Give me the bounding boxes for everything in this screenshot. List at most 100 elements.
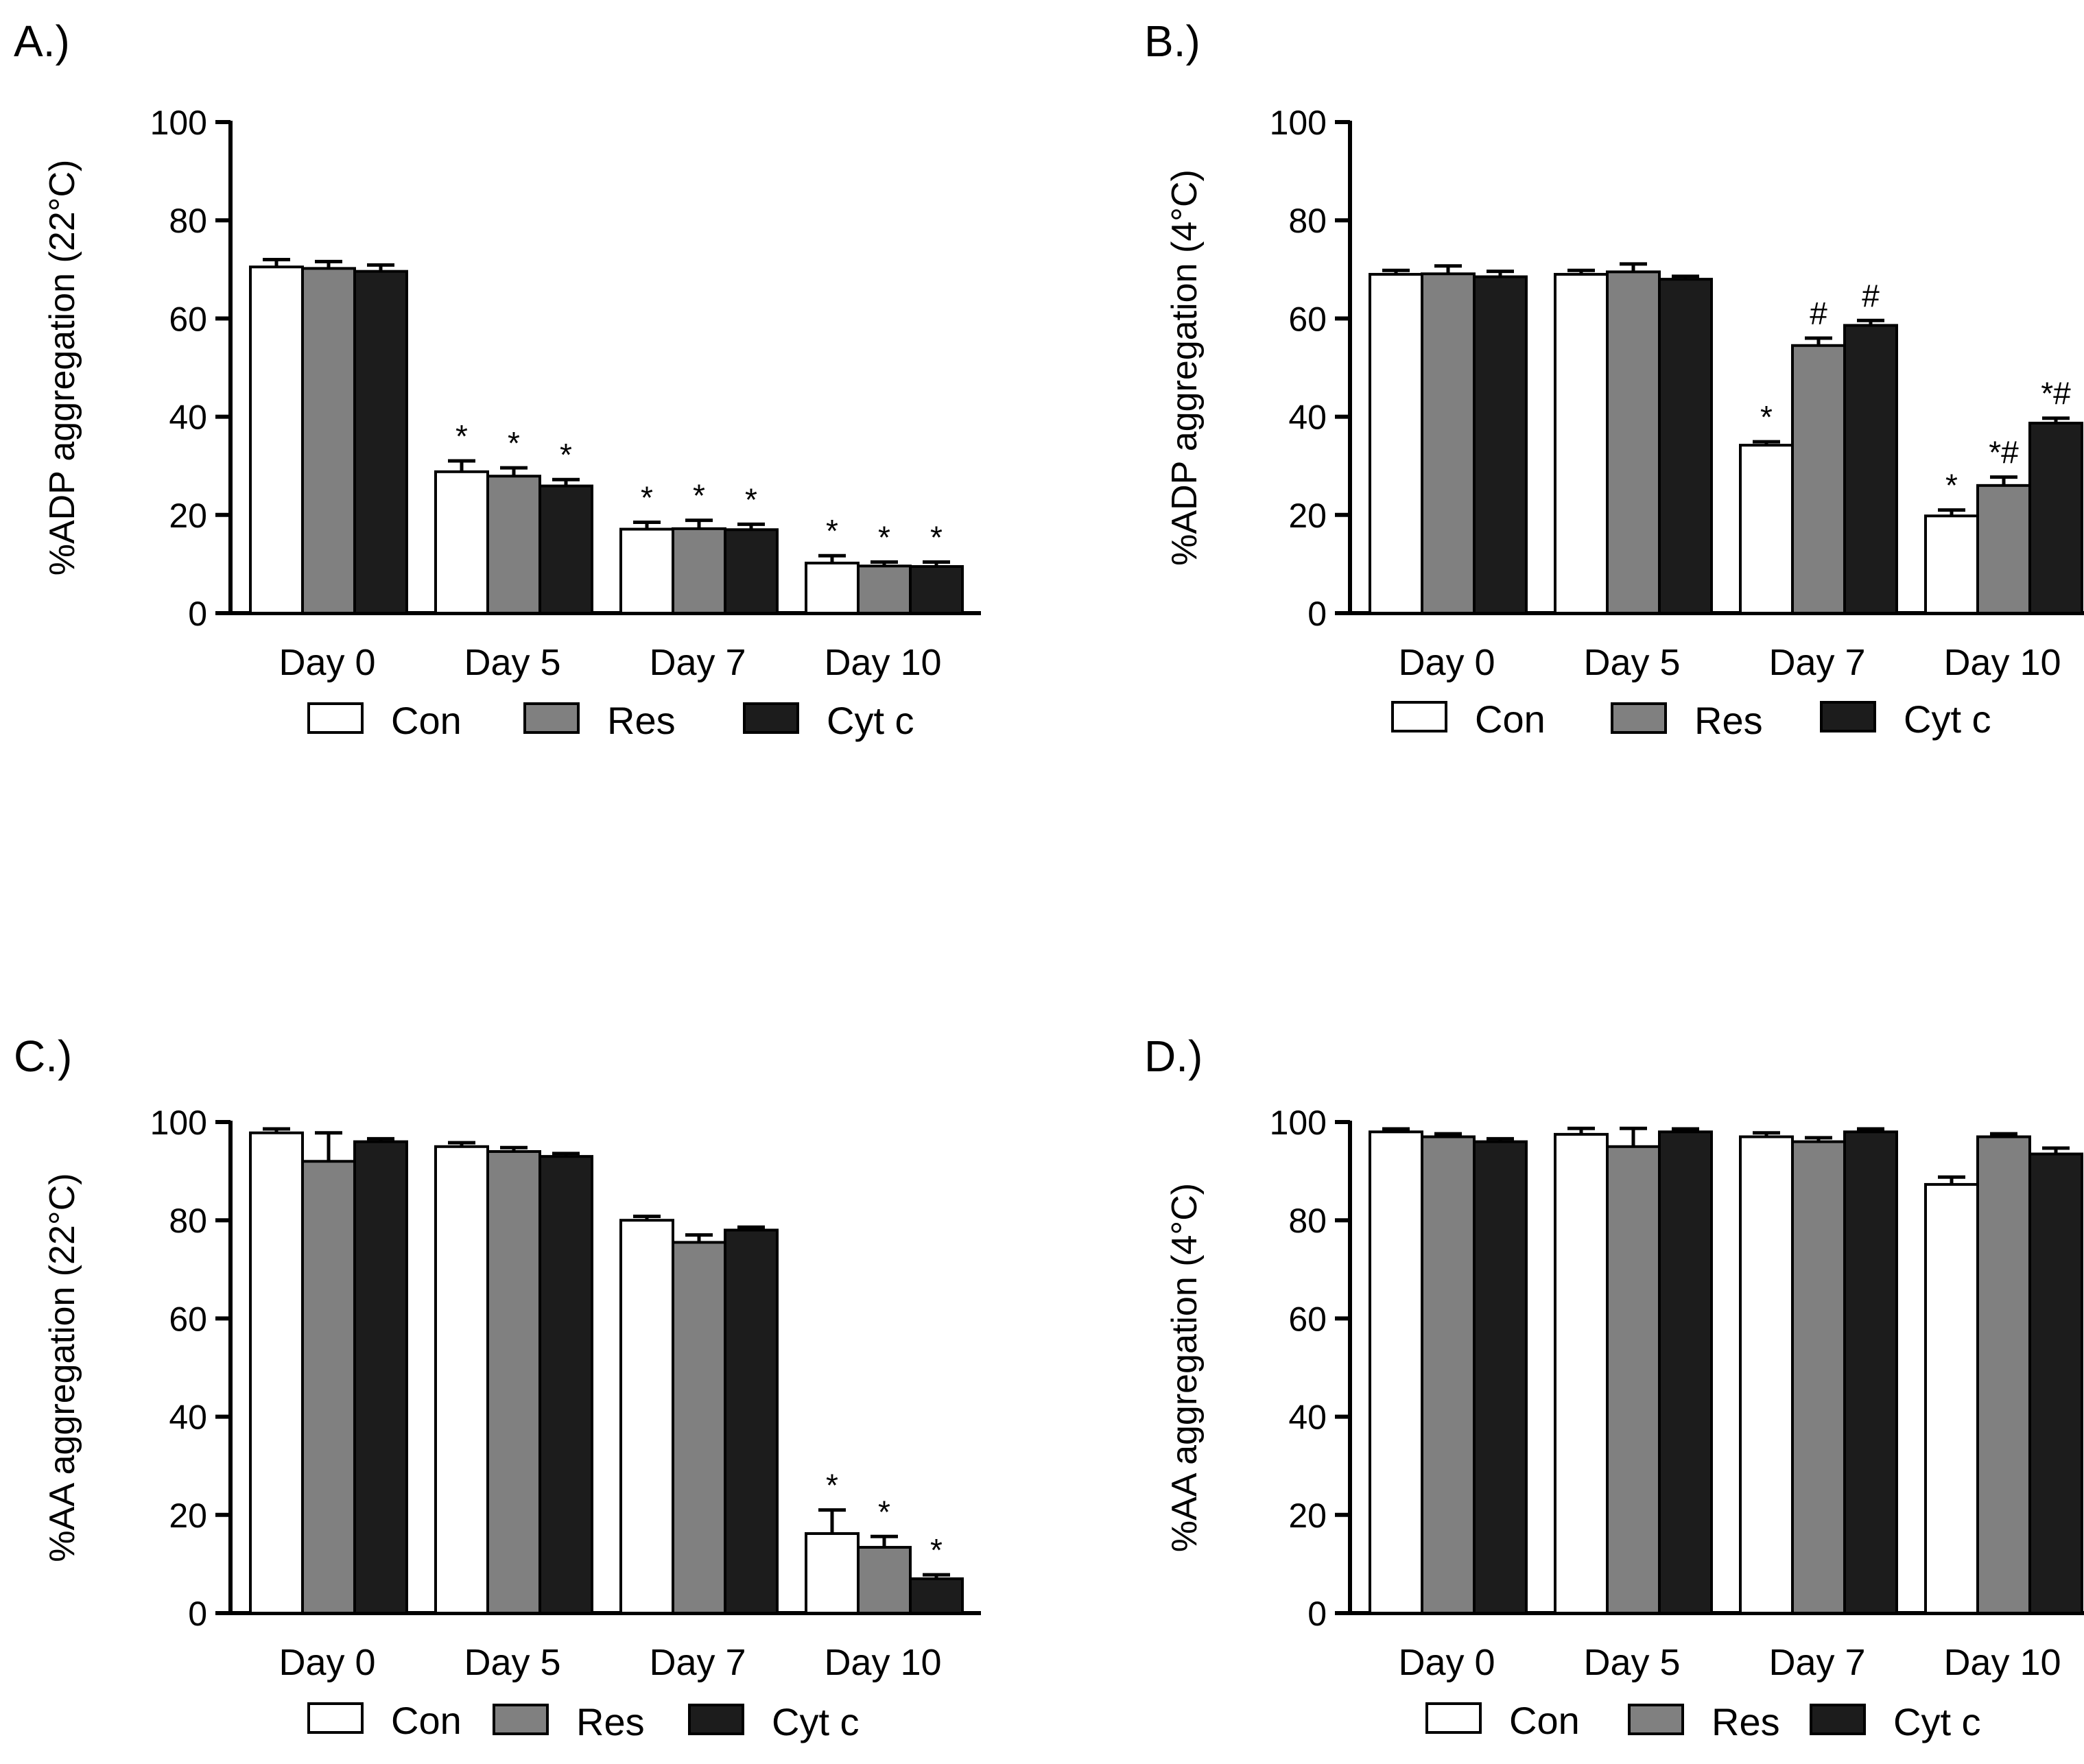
panel-d-category-label-2: Day 7 [1768,1642,1865,1683]
panel-c-annotation-3-0: * [826,1468,838,1503]
panel-d-ytick-label-0: 0 [1307,1595,1327,1633]
panel-c-bar-1-2 [538,1155,593,1614]
panel-b-ylabel: %ADP aggregation (4°C) [1165,169,1205,566]
panel-d-plot: 0 20 40 60 80 100 Day 0 Day 5 Day 7 Day 10 Con Res C… [1270,1104,2084,1743]
panel-b-category-label-2: Day 7 [1768,642,1865,683]
panel-d-ytick-label-5: 100 [1270,1104,1327,1142]
panel-a-category-label-2: Day 7 [649,642,746,683]
panel-c-ylabel: %AA aggregation (22°C) [43,1173,82,1562]
panel-b-bar-3-0 [1924,514,1979,615]
panel-b-annotation-3-2: *# [2041,376,2071,412]
panel-c-category-label-2: Day 7 [649,1642,746,1683]
panel-d-category-label-1: Day 5 [1583,1642,1680,1683]
panel-b-ytick-label-3: 60 [1288,300,1327,338]
panel-b-ytick-label-5: 100 [1270,104,1327,142]
panel-a-legend-swatch-2 [743,702,799,734]
panel-d-bar-1-0 [1554,1132,1609,1614]
panel-c-ytick-label-4: 80 [169,1202,207,1240]
panel-d-ytick-label-2: 40 [1288,1398,1327,1437]
panel-a-bar-0-1 [301,267,356,615]
panel-a-bar-2-1 [672,527,726,615]
panel-a-category-label-3: Day 10 [824,642,941,683]
panel-b-bar-2-1 [1791,344,1846,615]
panel-b-bar-1-0 [1554,272,1609,615]
panel-a-bar-1-2 [538,484,593,615]
panel-a-plot: 0 20 40 60 80 100 Day 0 * * * Day 5 * * * Day 7 * * * Day … [150,104,981,742]
panel-b-ytick-label-4: 80 [1288,202,1327,240]
panel-a-annotation-2-2: * [745,481,757,517]
panel-d-legend-swatch-1 [1628,1704,1684,1735]
panel-a-ylabel: %ADP aggregation (22°C) [43,160,82,576]
panel-a-ytick-label-4: 80 [169,202,207,240]
panel-a-ytick-label-2: 40 [169,398,207,437]
panel-d-ytick-label-4: 80 [1288,1202,1327,1240]
panel-a-label: A.) [14,16,70,66]
panel-c-legend-swatch-0 [307,1702,364,1734]
panel-a-legend-label-1: Res [607,699,676,742]
panel-d-bar-0-1 [1421,1135,1476,1614]
panel-b-legend-swatch-2 [1820,701,1876,732]
panel-c-annotation-3-1: * [878,1494,890,1529]
panel-c-bar-1-1 [486,1149,541,1614]
panel-b-label: B.) [1144,16,1200,66]
panel-b-annotation-2-1: # [1810,296,1827,331]
panel-b-bar-2-0 [1739,444,1794,615]
panel-c-ytick-label-3: 60 [169,1300,207,1338]
panel-d-bar-3-2 [2028,1152,2083,1615]
panel-a-annotation-1-2: * [560,437,572,473]
panel-d-ylabel: %AA aggregation (4°C) [1165,1183,1205,1552]
panel-d-legend-swatch-0 [1425,1702,1482,1734]
panel-a-annotation-3-0: * [826,513,838,549]
panel-a-annotation-3-2: * [930,520,943,556]
panel-a-bar-2-0 [619,527,674,615]
panel-a-legend-label-0: Con [391,699,462,742]
panel-c-plot: 0 20 40 60 80 100 Day 0 Day 5 Day 7 * * * Day 10 Con R… [150,1104,981,1743]
panel-c-bar-2-1 [672,1241,726,1615]
panel-c-bar-0-2 [353,1140,408,1614]
panel-c-ytick-label-1: 20 [169,1497,207,1535]
panel-c-legend-swatch-1 [493,1704,549,1735]
panel-b: B.) %ADP aggregation (4°C) 0 20 40 60 80 100 D… [1144,16,2084,742]
panel-a-ytick-label-1: 20 [169,497,207,535]
panel-c-bar-0-0 [249,1131,304,1614]
panel-b-bar-1-1 [1606,270,1661,615]
panel-d-bar-1-2 [1658,1130,1713,1614]
panel-a-bar-2-2 [724,528,779,615]
panel-b-ytick-label-2: 40 [1288,398,1327,437]
panel-c-ytick-label-0: 0 [188,1595,207,1633]
panel-b-category-label-0: Day 0 [1398,642,1495,683]
panel-d-ytick-label-3: 60 [1288,1300,1327,1338]
panel-c-label: C.) [14,1032,72,1081]
panel-a-category-label-1: Day 5 [464,642,560,683]
panel-a-bar-1-1 [486,475,541,615]
panel-c-category-label-3: Day 10 [824,1642,941,1683]
panel-a-annotation-3-1: * [878,520,890,556]
panel-b-annotation-3-1: *# [1989,435,2019,470]
panel-b-legend-swatch-0 [1391,701,1447,732]
panel-a-ytick-label-3: 60 [169,300,207,338]
panel-d-bar-3-0 [1924,1182,1979,1614]
panel-b-bar-3-1 [1976,484,2031,615]
panel-c: C.) %AA aggregation (22°C) 0 20 40 60 80 100 D… [14,1032,981,1743]
panel-a-annotation-2-1: * [693,478,705,514]
panel-b-ytick-label-0: 0 [1307,595,1327,633]
panel-d-ytick-label-1: 20 [1288,1497,1327,1535]
panel-a-legend-label-2: Cyt c [827,699,914,742]
panel-a-annotation-2-0: * [641,480,653,516]
panel-d: D.) %AA aggregation (4°C) 0 20 40 60 80 100 Da… [1144,1032,2084,1743]
panel-b-ytick-label-1: 20 [1288,497,1327,535]
panel-a-bar-3-2 [909,564,964,615]
panel-c-category-label-1: Day 5 [464,1642,560,1683]
panel-a-annotation-1-0: * [455,418,468,454]
panel-a-bar-0-0 [249,265,304,615]
panel-c-ytick-label-5: 100 [150,1104,207,1142]
panel-c-bar-2-0 [619,1219,674,1614]
panel-a-category-label-0: Day 0 [279,642,375,683]
panel-b-bar-3-2 [2028,421,2083,615]
panel-c-legend-label-2: Cyt c [772,1700,860,1743]
panel-d-bar-1-1 [1606,1145,1661,1615]
panel-d-legend-swatch-2 [1810,1704,1866,1735]
panel-c-bar-3-1 [857,1546,912,1614]
